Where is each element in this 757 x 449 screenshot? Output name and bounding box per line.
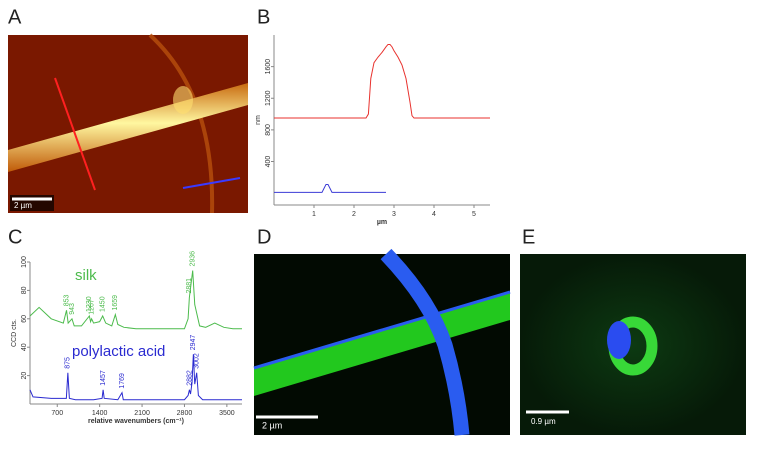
peak-label: 2882 [186, 370, 193, 386]
series-line [29, 354, 242, 401]
fiber-edge [253, 290, 511, 370]
peak-label: 1769 [119, 373, 126, 389]
x-tick-label: 2800 [177, 410, 193, 417]
peak-label: 2881 [186, 278, 193, 294]
peak-label: 853 [63, 294, 70, 306]
y-axis-label: CCD cts. [11, 319, 18, 347]
y-tick-label: 1200 [265, 90, 272, 106]
fiber-crossing [173, 86, 193, 114]
x-tick-label: 2100 [134, 410, 150, 417]
y-tick-label: 40 [21, 343, 28, 351]
core [607, 321, 631, 359]
fiber [380, 248, 470, 436]
peak-label: 1450 [100, 296, 107, 312]
panel-a: A 2 µm [8, 6, 248, 214]
y-tick-label: 80 [21, 286, 28, 294]
series-line [274, 183, 386, 193]
scale-text: 2 µm [262, 420, 282, 430]
x-tick-label: 2 [352, 211, 356, 218]
panel-d: D 2 µm [253, 226, 511, 436]
y-axis-label: nm [255, 115, 262, 125]
x-axis-label: relative wavenumbers (cm⁻¹) [88, 418, 184, 425]
series-label: polylactic acid [72, 343, 165, 360]
peak-label: 1230 [86, 296, 93, 312]
x-tick-label: 3500 [219, 410, 235, 417]
fiber [254, 292, 510, 396]
profile-line [182, 177, 241, 189]
series-label: silk [75, 267, 97, 284]
scale-text: 0.9 µm [531, 417, 556, 426]
profile-line [54, 77, 96, 191]
series-line [29, 270, 242, 330]
panel-label: B [257, 6, 270, 28]
peak-label: 1267 [88, 299, 95, 315]
scale-text: 2 µm [14, 201, 32, 210]
panel-label: E [522, 226, 535, 248]
series-line [274, 43, 490, 119]
panel-label: C [8, 226, 22, 248]
x-tick-label: 3 [392, 211, 396, 218]
peak-label: 2947 [190, 335, 197, 351]
peak-label: 3002 [194, 353, 201, 369]
x-tick-label: 1 [312, 211, 316, 218]
peak-label: 943 [69, 303, 76, 315]
panel-label: D [257, 226, 271, 248]
y-tick-label: 1600 [265, 59, 272, 75]
x-tick-label: 1400 [92, 410, 108, 417]
x-tick-label: 5 [472, 211, 476, 218]
peak-label: 1457 [100, 370, 107, 386]
peak-label: 2936 [190, 251, 197, 267]
fluorescence-image [520, 254, 746, 435]
y-tick-label: 400 [265, 156, 272, 168]
x-tick-label: 700 [51, 410, 63, 417]
panel-label: A [8, 6, 22, 28]
x-axis-label: µm [377, 219, 387, 226]
peak-label: 1659 [112, 295, 119, 311]
panel-e: E 0.9 µm [520, 226, 746, 435]
peak-label: 875 [65, 357, 72, 369]
y-tick-label: 100 [21, 256, 28, 268]
x-tick-label: 4 [432, 211, 436, 218]
y-tick-label: 20 [21, 372, 28, 380]
y-tick-label: 60 [21, 315, 28, 323]
y-tick-label: 800 [265, 124, 272, 136]
